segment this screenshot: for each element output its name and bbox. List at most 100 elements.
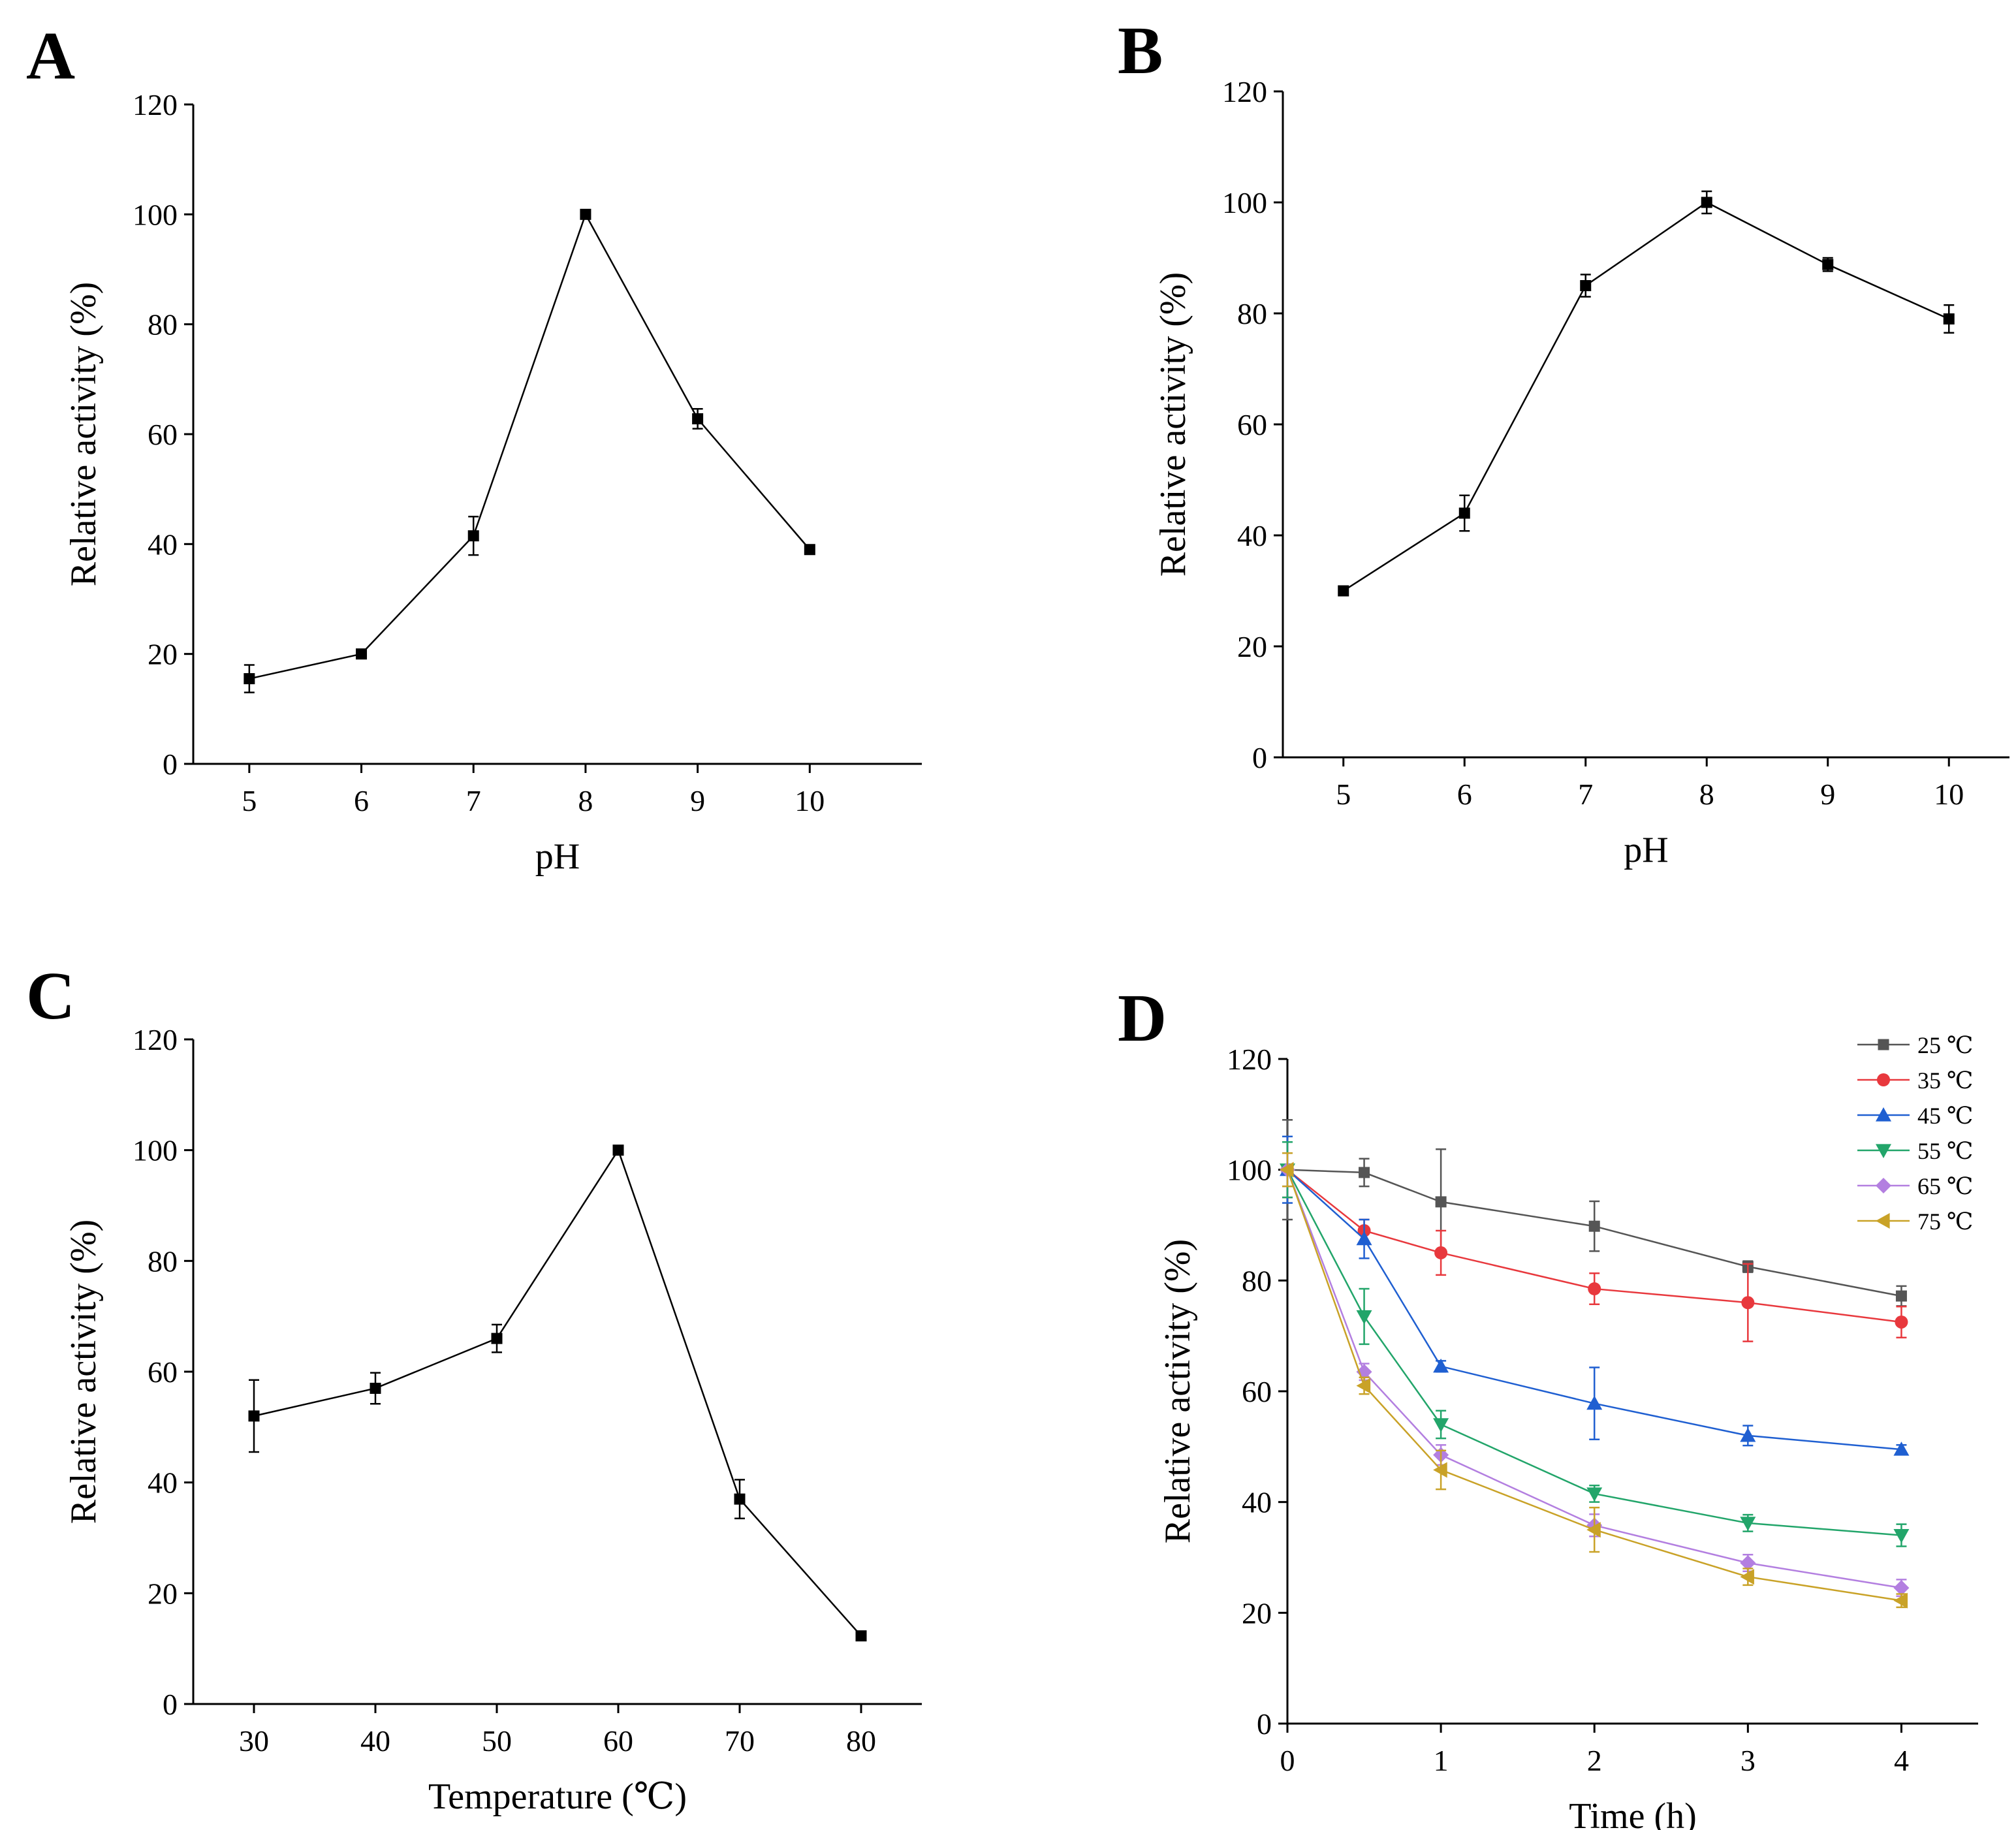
data-point [1586,1522,1601,1538]
data-point [1359,1167,1370,1178]
x-tick-label: 2 [1587,1744,1602,1777]
series-line [1287,1169,1902,1297]
legend-label: 75 ℃ [1917,1208,1973,1235]
data-point [1356,1378,1371,1394]
x-tick-label: 40 [360,1724,390,1758]
y-tick-label: 100 [1222,186,1267,219]
series-0 [248,1144,867,1642]
legend-label: 55 ℃ [1917,1138,1973,1164]
y-tick-label: 120 [1227,1043,1272,1076]
x-tick-label: 50 [482,1724,512,1758]
y-tick-label: 100 [133,198,178,231]
panel-letter: A [26,18,75,93]
data-point [1895,1315,1908,1329]
x-axis-title: pH [1624,830,1668,870]
x-tick-label: 60 [603,1724,633,1758]
x-tick-label: 1 [1434,1744,1449,1777]
x-tick-label: 6 [1457,778,1472,811]
x-tick-label: 10 [795,784,825,817]
legend-marker [1878,1039,1889,1050]
series-line [1286,1169,1902,1589]
series-line [1286,1169,1902,1601]
series-line [249,212,811,680]
y-tick-label: 120 [133,1023,178,1056]
panel-b: B 0 20 40 60 80 100 120 5 6 7 8 9 10 Relative activity… [1118,13,2009,870]
y-tick-label: 80 [148,308,178,341]
x-tick-label: 8 [1699,778,1714,811]
series-5 [1280,1152,1908,1609]
x-tick-label: 7 [1578,778,1593,811]
series-3 [1280,1141,1910,1547]
data-point [1433,1418,1449,1432]
legend-label: 25 ℃ [1917,1032,1973,1058]
y-tick-label: 60 [1242,1375,1272,1408]
series-line [1343,201,1949,592]
x-tick-label: 3 [1740,1744,1756,1777]
panel-letter: D [1118,981,1167,1056]
x-axis-title: pH [535,836,580,877]
legend-label: 35 ℃ [1917,1067,1973,1094]
x-axis-title: Time (h) [1569,1796,1697,1830]
series-line [253,1148,862,1637]
x-tick-label: 5 [1336,778,1351,811]
data-point [1893,1592,1908,1609]
y-tick-label: 20 [1237,630,1267,663]
y-tick-label: 60 [148,418,178,451]
panel-a: A 0 20 40 60 80 100 120 5 6 7 8 9 10 Relative activity… [26,18,922,877]
legend-marker [1876,1144,1891,1158]
y-tick-label: 40 [1242,1486,1272,1519]
y-tick-label: 40 [148,528,178,561]
data-point [1586,1395,1603,1410]
x-tick-label: 10 [1934,778,1964,811]
data-point [1740,1427,1756,1442]
y-axis-title: Relative activity (%) [63,1220,104,1524]
y-tick-label: 80 [1237,297,1267,330]
x-tick-label: 70 [725,1724,755,1758]
y-tick-label: 20 [1242,1596,1272,1630]
panel-d: D 0 20 40 60 80 100 120 0 1 2 3 4 Relative activity (… [1118,981,1978,1830]
y-tick-label: 0 [163,748,178,781]
y-tick-label: 60 [148,1355,178,1389]
data-point [1740,1517,1756,1531]
series-line [1287,1169,1902,1323]
y-tick-label: 100 [133,1134,178,1167]
y-tick-label: 80 [148,1244,178,1278]
x-tick-label: 9 [1820,778,1835,811]
data-point [467,530,479,542]
y-tick-label: 40 [148,1466,178,1500]
x-tick-label: 8 [578,784,593,817]
data-point [1356,1310,1372,1325]
y-tick-label: 20 [148,638,178,671]
data-point [1338,585,1349,597]
data-point [734,1493,746,1505]
y-tick-label: 0 [163,1688,178,1721]
data-point [1701,197,1712,208]
data-point [692,413,704,424]
y-tick-label: 20 [148,1577,178,1610]
series-line [1286,1169,1902,1536]
y-tick-label: 0 [1257,1707,1272,1741]
x-tick-label: 30 [239,1724,269,1758]
data-point [1893,1442,1910,1456]
data-point [1740,1569,1754,1585]
data-point [1893,1580,1910,1596]
data-point [1356,1231,1372,1246]
x-tick-label: 9 [690,784,705,817]
y-axis-title: Relative activity (%) [63,282,104,586]
x-axis-title: Temperature (℃) [428,1776,687,1817]
panel-c: C 0 20 40 60 80 100 120 30 40 50 60 70 80 Relative act… [26,958,922,1817]
data-point [1580,280,1592,291]
panel-letter: C [26,958,75,1033]
data-point [1433,1462,1447,1478]
data-point [1740,1554,1756,1571]
data-point [612,1144,624,1156]
panel-letter: B [1118,13,1163,88]
data-point [1280,1161,1294,1178]
legend-marker [1876,1107,1891,1122]
data-point [1943,313,1955,324]
data-point [1588,1282,1601,1296]
x-tick-label: 7 [466,784,481,817]
series-0 [1338,190,1955,597]
data-point [1458,507,1470,519]
